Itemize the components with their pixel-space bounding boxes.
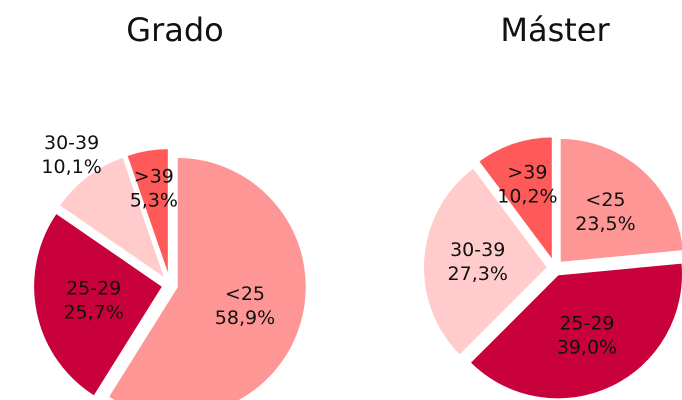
slice-category: >39 [134, 165, 174, 187]
pie-slice [422, 165, 550, 358]
slice-value: 25,7% [63, 301, 123, 323]
pie-slice [125, 147, 170, 279]
pie-slice [32, 211, 165, 398]
pie-slice [106, 155, 308, 400]
slice-value: 5,3% [130, 189, 178, 211]
slice-category: 30-39 [44, 132, 99, 154]
slice-category: 25-29 [66, 277, 121, 299]
pie-slice [468, 261, 682, 400]
pie-slice [57, 155, 168, 282]
slice-category: >39 [507, 161, 547, 183]
chart-title: Máster [500, 11, 610, 49]
slice-value: 58,9% [215, 307, 275, 329]
slice-value: 10,1% [41, 156, 101, 178]
pie-slice [476, 135, 554, 265]
slice-category: <25 [585, 189, 625, 211]
slice-value: 10,2% [497, 185, 557, 207]
chart-title: Grado [126, 11, 223, 49]
slice-value: 23,5% [575, 213, 635, 235]
slice-value: 27,3% [448, 263, 508, 285]
slice-value: 39,0% [557, 336, 617, 358]
pie-slice [558, 136, 682, 264]
slice-category: 30-39 [450, 239, 505, 261]
slice-category: 25-29 [559, 312, 614, 334]
slice-category: <25 [225, 283, 265, 305]
